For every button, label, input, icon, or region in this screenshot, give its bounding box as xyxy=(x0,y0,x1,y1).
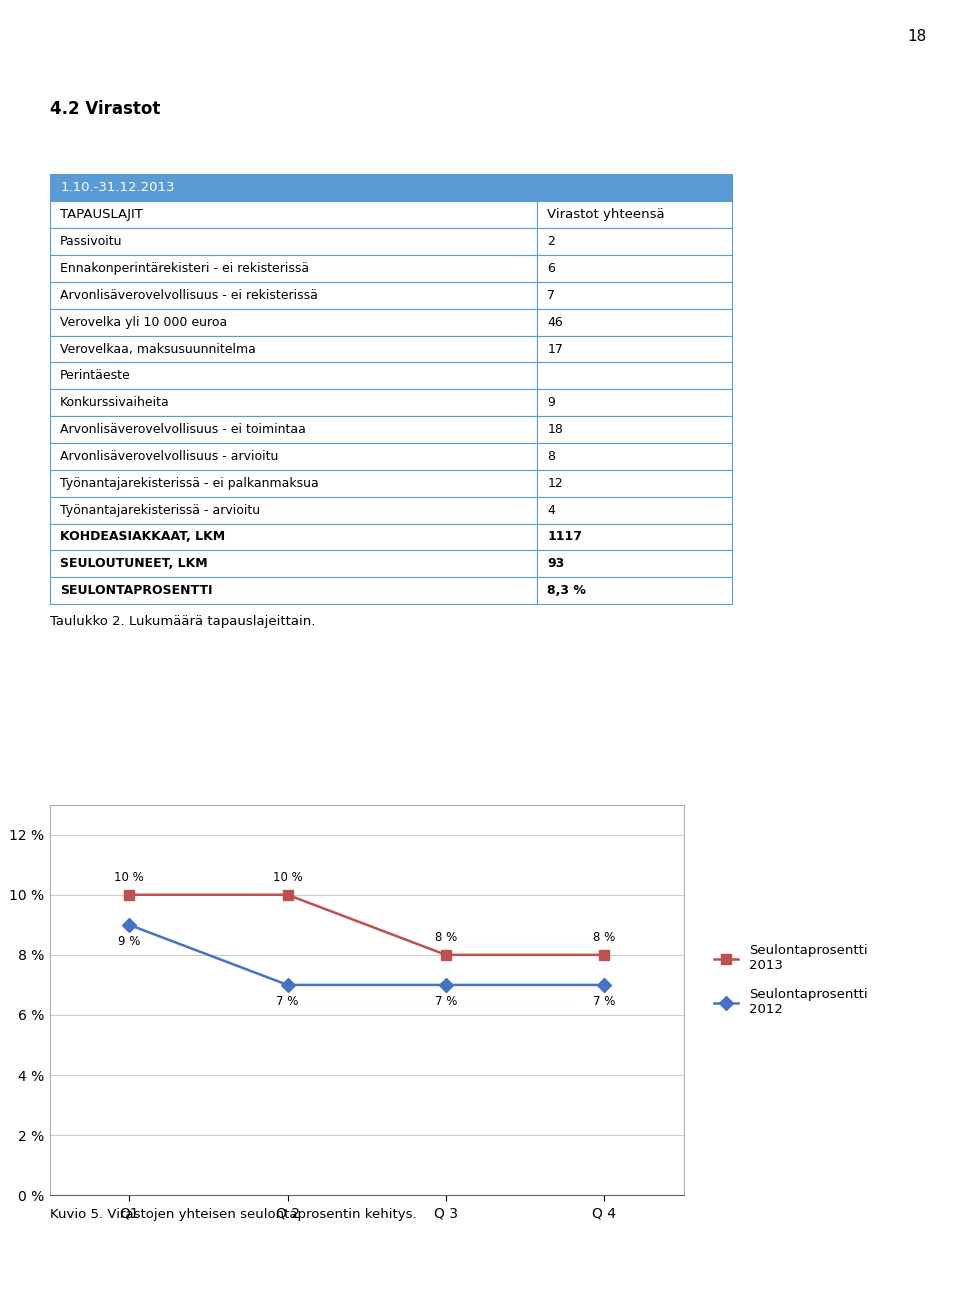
Text: 8,3 %: 8,3 % xyxy=(547,585,587,598)
Text: 12: 12 xyxy=(547,477,564,490)
Text: Passivoitu: Passivoitu xyxy=(60,236,123,249)
Bar xyxy=(50,551,538,577)
Bar xyxy=(538,551,732,577)
Bar xyxy=(50,362,538,389)
Text: 7 %: 7 % xyxy=(276,996,299,1009)
Text: 7 %: 7 % xyxy=(435,996,457,1009)
Bar xyxy=(50,577,538,604)
Bar xyxy=(538,443,732,470)
Text: 2: 2 xyxy=(547,236,556,249)
Text: 93: 93 xyxy=(547,557,564,570)
Text: 4.2 Virastot: 4.2 Virastot xyxy=(50,100,160,118)
Bar xyxy=(50,283,538,309)
Bar xyxy=(50,228,538,255)
Bar xyxy=(50,202,538,228)
Text: Arvonlisäverovelvollisuus - ei toimintaa: Arvonlisäverovelvollisuus - ei toimintaa xyxy=(60,423,306,436)
Text: 10 %: 10 % xyxy=(273,871,302,884)
Text: 9: 9 xyxy=(547,396,556,409)
Legend: Seulontaprosentti
2013, Seulontaprosentti
2012: Seulontaprosentti 2013, Seulontaprosentt… xyxy=(709,939,873,1022)
Text: 8: 8 xyxy=(547,450,556,464)
Text: Konkurssivaiheita: Konkurssivaiheita xyxy=(60,396,170,409)
Bar xyxy=(50,496,538,523)
Text: 17: 17 xyxy=(547,342,564,355)
Text: TAPAUSLAJIT: TAPAUSLAJIT xyxy=(60,208,143,221)
Text: SEULONTAPROSENTTI: SEULONTAPROSENTTI xyxy=(60,585,213,598)
Text: Verovelkaa, maksusuunnitelma: Verovelkaa, maksusuunnitelma xyxy=(60,342,256,355)
Text: SEULOUTUNEET, LKM: SEULOUTUNEET, LKM xyxy=(60,557,207,570)
Text: Perintäeste: Perintäeste xyxy=(60,370,131,383)
Text: Virastot yhteensä: Virastot yhteensä xyxy=(547,208,665,221)
Text: 1.10.-31.12.2013: 1.10.-31.12.2013 xyxy=(60,181,175,194)
Text: 7 %: 7 % xyxy=(593,996,615,1009)
Bar xyxy=(50,523,538,551)
Text: 8 %: 8 % xyxy=(435,931,457,944)
Text: 6: 6 xyxy=(547,262,556,275)
Bar xyxy=(538,417,732,443)
Bar xyxy=(50,417,538,443)
Bar xyxy=(50,174,732,202)
Bar xyxy=(538,336,732,362)
Text: 18: 18 xyxy=(907,29,926,44)
Bar xyxy=(538,255,732,283)
Text: 1117: 1117 xyxy=(547,530,583,543)
Bar xyxy=(538,283,732,309)
Text: Verovelka yli 10 000 euroa: Verovelka yli 10 000 euroa xyxy=(60,315,228,328)
Bar xyxy=(538,202,732,228)
Text: Ennakonperintärekisteri - ei rekisterissä: Ennakonperintärekisteri - ei rekisteriss… xyxy=(60,262,309,275)
Bar xyxy=(50,336,538,362)
Bar xyxy=(538,577,732,604)
Bar xyxy=(538,496,732,523)
Bar xyxy=(538,362,732,389)
Text: 4: 4 xyxy=(547,504,556,517)
Bar xyxy=(50,309,538,336)
Text: Arvonlisäverovelvollisuus - arvioitu: Arvonlisäverovelvollisuus - arvioitu xyxy=(60,450,278,464)
Text: Työnantajarekisterissä - ei palkanmaksua: Työnantajarekisterissä - ei palkanmaksua xyxy=(60,477,319,490)
Text: Kuvio 5. Virastojen yhteisen seulontaprosentin kehitys.: Kuvio 5. Virastojen yhteisen seulontapro… xyxy=(50,1208,417,1221)
Bar xyxy=(50,470,538,496)
Text: Työnantajarekisterissä - arvioitu: Työnantajarekisterissä - arvioitu xyxy=(60,504,260,517)
Bar xyxy=(538,309,732,336)
Bar xyxy=(50,255,538,283)
Text: 10 %: 10 % xyxy=(114,871,144,884)
Bar xyxy=(538,470,732,496)
Bar xyxy=(538,523,732,551)
Text: 46: 46 xyxy=(547,315,564,328)
Bar xyxy=(538,389,732,417)
Text: Arvonlisäverovelvollisuus - ei rekisterissä: Arvonlisäverovelvollisuus - ei rekisteri… xyxy=(60,289,318,302)
Bar xyxy=(50,389,538,417)
Text: KOHDEASIAKKAAT, LKM: KOHDEASIAKKAAT, LKM xyxy=(60,530,226,543)
Bar xyxy=(50,443,538,470)
Text: 7: 7 xyxy=(547,289,556,302)
Text: Taulukko 2. Lukumäärä tapauslajeittain.: Taulukko 2. Lukumäärä tapauslajeittain. xyxy=(50,615,315,628)
Text: 8 %: 8 % xyxy=(593,931,615,944)
Text: 9 %: 9 % xyxy=(118,935,140,948)
Bar xyxy=(538,228,732,255)
Text: 18: 18 xyxy=(547,423,564,436)
